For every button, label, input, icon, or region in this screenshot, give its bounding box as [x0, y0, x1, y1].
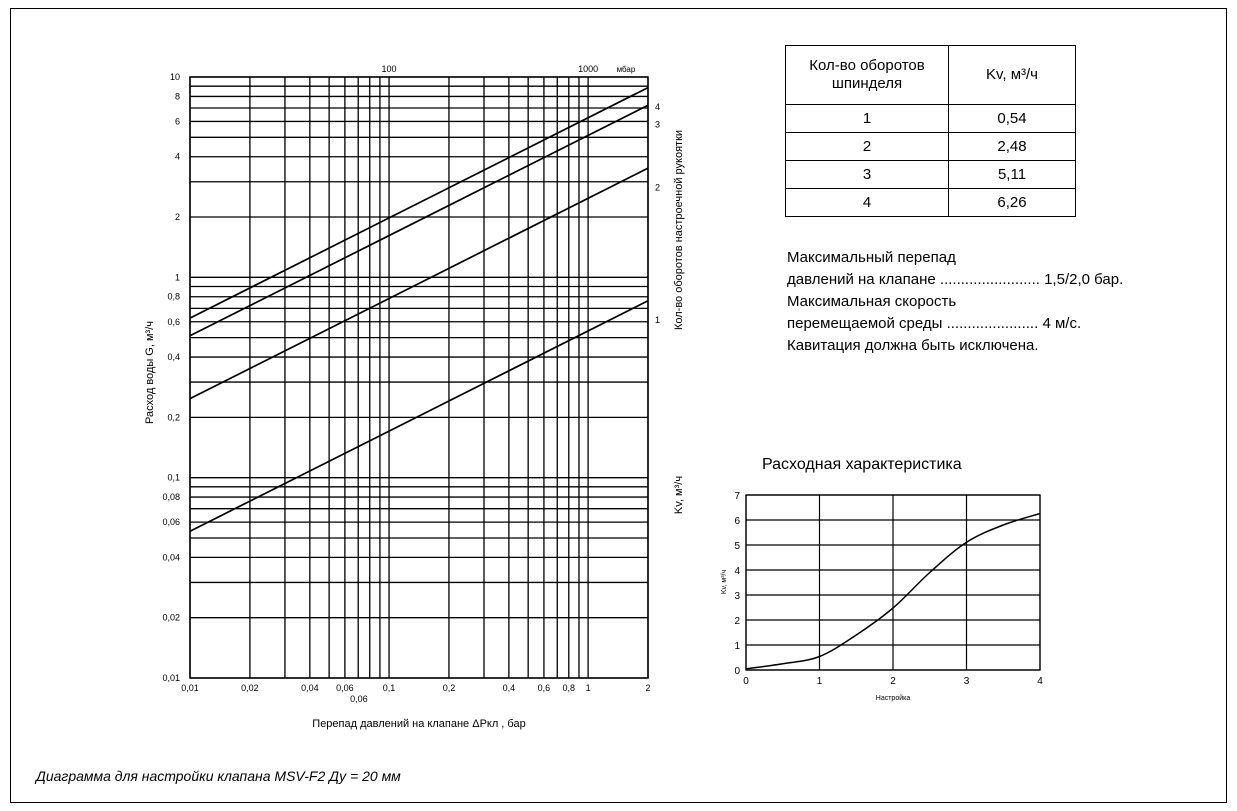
- y-tick-label: 0,4: [167, 352, 180, 362]
- note-value: 4 м/с.: [1042, 315, 1082, 332]
- note-label: давлений на клапане ....................…: [787, 271, 1040, 288]
- right-axis-label-kv: Kv, м³/ч: [673, 476, 685, 514]
- y-tick-label: 5: [734, 541, 740, 552]
- x-tick-label: 0,1: [383, 683, 396, 693]
- x-tick-label: 0,8: [563, 683, 576, 693]
- x-axis-label: Перепад давлений на клапане ΔPкл , бар: [312, 718, 525, 730]
- y-tick-label: 0,08: [162, 492, 180, 502]
- table-row: 1 0,54: [785, 104, 1076, 133]
- y-tick-label: 0,06: [162, 517, 180, 527]
- characteristic-curve: [745, 512, 1041, 670]
- plot-border: [745, 494, 1041, 671]
- series-line: [189, 104, 649, 337]
- table-row: 3 5,11: [785, 160, 1076, 189]
- top-unit-label: мбар: [617, 65, 636, 74]
- table-cell: 6,26: [948, 188, 1076, 217]
- y-tick-label: 0,01: [162, 673, 180, 683]
- y-tick-label: 1: [734, 641, 740, 652]
- table-row: 2 2,48: [785, 132, 1076, 161]
- y-axis-label: Расход воды G, м³/ч: [144, 321, 156, 424]
- table-cell: 5,11: [948, 160, 1076, 189]
- y-tick-label: 6: [175, 116, 180, 126]
- right-axis-label-turns: Кол-во оборотов настроечной рукоятки: [673, 130, 685, 330]
- table-cell: 2: [785, 132, 949, 161]
- x-tick-label: 2: [890, 676, 896, 687]
- note-value: 1,5/2,0 бар.: [1044, 271, 1124, 288]
- caption: Диаграмма для настройки клапана MSV-F2 Д…: [36, 768, 401, 784]
- y-axis-label: Kv, м³/ч: [721, 570, 728, 595]
- note-label: Кавитация должна быть исключена.: [787, 337, 1039, 354]
- note-line: давлений на клапане ....................…: [787, 269, 1123, 291]
- main-chart: 0,01 0,02 0,04 0,06 0,1 0,2 0,4 0,6 0,8 1 20,060,0…: [144, 64, 685, 730]
- y-tick-label: 0,6: [167, 317, 180, 327]
- x-tick-label: 0,6: [538, 683, 551, 693]
- table-header-turns: Кол-во оборотов шпинделя: [785, 45, 949, 105]
- x-tick-label: 4: [1037, 676, 1043, 687]
- y-tick-label: 4: [175, 152, 180, 162]
- x-tick-label: 0: [743, 676, 749, 687]
- x-tick-label: 0,02: [241, 683, 259, 693]
- y-tick-label: 2: [175, 212, 180, 222]
- table-header-row: Кол-во оборотов шпинделя Kv, м³/ч: [785, 45, 1076, 105]
- note-label: Максимальный перепад: [787, 249, 956, 266]
- y-tick-label: 4: [734, 566, 740, 577]
- y-tick-label: 0,2: [167, 412, 180, 422]
- series-label: 2: [655, 182, 660, 192]
- table-cell: 0,54: [948, 104, 1076, 133]
- top-tick-label: 1000: [578, 64, 598, 74]
- page-frame: [10, 8, 1227, 803]
- x-tick-label: 0,04: [301, 683, 319, 693]
- x-tick-label: 0,2: [443, 683, 456, 693]
- x-tick-label: 3: [964, 676, 970, 687]
- small-chart-title: Расходная характеристика: [762, 456, 962, 473]
- note-line: перемещаемой среды .....................…: [787, 313, 1123, 335]
- table-header-kv: Kv, м³/ч: [948, 45, 1076, 105]
- kv-table: Кол-во оборотов шпинделя Kv, м³/ч 1 0,54 …: [785, 45, 1076, 217]
- note-label: перемещаемой среды .....................…: [787, 315, 1039, 332]
- notes: Максимальный перепад давлений на клапане…: [787, 247, 1123, 357]
- table-row: 4 6,26: [785, 188, 1076, 217]
- table-cell: 4: [785, 188, 949, 217]
- y-tick-label: 2: [734, 616, 740, 627]
- top-tick-label: 100: [382, 64, 397, 74]
- x-extra-tick-label: 0,06: [350, 694, 368, 704]
- y-tick-label: 0: [734, 666, 740, 677]
- plot-border: [189, 76, 649, 679]
- table-cell: 3: [785, 160, 949, 189]
- y-tick-label: 1: [175, 272, 180, 282]
- x-tick-label: 0,01: [181, 683, 199, 693]
- note-line: Максимальный перепад: [787, 247, 1123, 269]
- series-line: [189, 300, 649, 533]
- y-tick-label: 10: [170, 72, 180, 82]
- note-label: Максимальная скорость: [787, 293, 957, 310]
- x-tick-label: 1: [586, 683, 591, 693]
- series-label: 1: [655, 315, 660, 325]
- x-tick-label: 0,4: [503, 683, 516, 693]
- series-label: 4: [655, 102, 660, 112]
- series-label: 3: [655, 119, 660, 129]
- x-tick-label: 1: [817, 676, 823, 687]
- series-line: [189, 167, 649, 400]
- x-tick-label: 2: [645, 683, 650, 693]
- y-tick-label: 7: [734, 491, 740, 502]
- y-tick-label: 6: [734, 516, 740, 527]
- y-tick-label: 0,8: [167, 292, 180, 302]
- y-tick-label: 8: [175, 91, 180, 101]
- x-axis-label: Настройка: [876, 694, 911, 702]
- y-tick-label: 0,02: [162, 613, 180, 623]
- table-cell: 1: [785, 104, 949, 133]
- x-tick-label: 0,06: [336, 683, 354, 693]
- note-line: Максимальная скорость: [787, 291, 1123, 313]
- series-line: [189, 86, 649, 319]
- y-tick-label: 3: [734, 591, 740, 602]
- table-cell: 2,48: [948, 132, 1076, 161]
- y-tick-label: 0,04: [162, 552, 180, 562]
- note-line: Кавитация должна быть исключена.: [787, 335, 1123, 357]
- y-tick-label: 0,1: [167, 473, 180, 483]
